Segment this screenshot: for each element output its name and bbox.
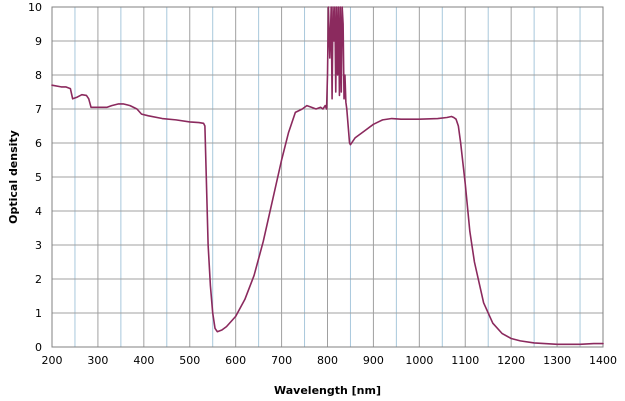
y-tick-label: 7	[35, 103, 42, 116]
x-tick-label: 1200	[497, 354, 525, 367]
y-tick-label: 1	[35, 307, 42, 320]
series-layer	[51, 6, 604, 346]
x-tick-label: 1100	[451, 354, 479, 367]
y-tick-label: 10	[28, 1, 42, 14]
x-tick-label: 1300	[543, 354, 571, 367]
y-tick-label: 2	[35, 273, 42, 286]
plot-area-frame	[51, 6, 604, 348]
series-line	[51, 6, 604, 346]
y-axis-tick-labels: 0 1 2 3 4 5 6 7 8 9 10	[28, 1, 42, 354]
x-tick-label: 600	[225, 354, 246, 367]
y-tick-label: 6	[35, 137, 42, 150]
x-tick-label: 400	[133, 354, 154, 367]
x-tick-label: 500	[179, 354, 200, 367]
x-tick-label: 1000	[405, 354, 433, 367]
x-tick-label: 900	[363, 354, 384, 367]
x-axis-tick-labels: 200 300 400 500 600 700 800 900 1000 1100 1200 1300…	[42, 354, 618, 367]
y-axis-title: Optical density	[7, 130, 20, 224]
y-tick-label: 0	[35, 341, 42, 354]
x-tick-label: 1400	[589, 354, 617, 367]
y-tick-label: 8	[35, 69, 42, 82]
x-tick-label: 200	[42, 354, 63, 367]
y-tick-label: 9	[35, 35, 42, 48]
y-tick-label: 4	[35, 205, 42, 218]
x-axis-title: Wavelength [nm]	[274, 384, 381, 397]
x-tick-label: 300	[87, 354, 108, 367]
x-tick-label: 700	[271, 354, 292, 367]
x-tick-label: 800	[317, 354, 338, 367]
y-tick-label: 3	[35, 239, 42, 252]
y-tick-label: 5	[35, 171, 42, 184]
